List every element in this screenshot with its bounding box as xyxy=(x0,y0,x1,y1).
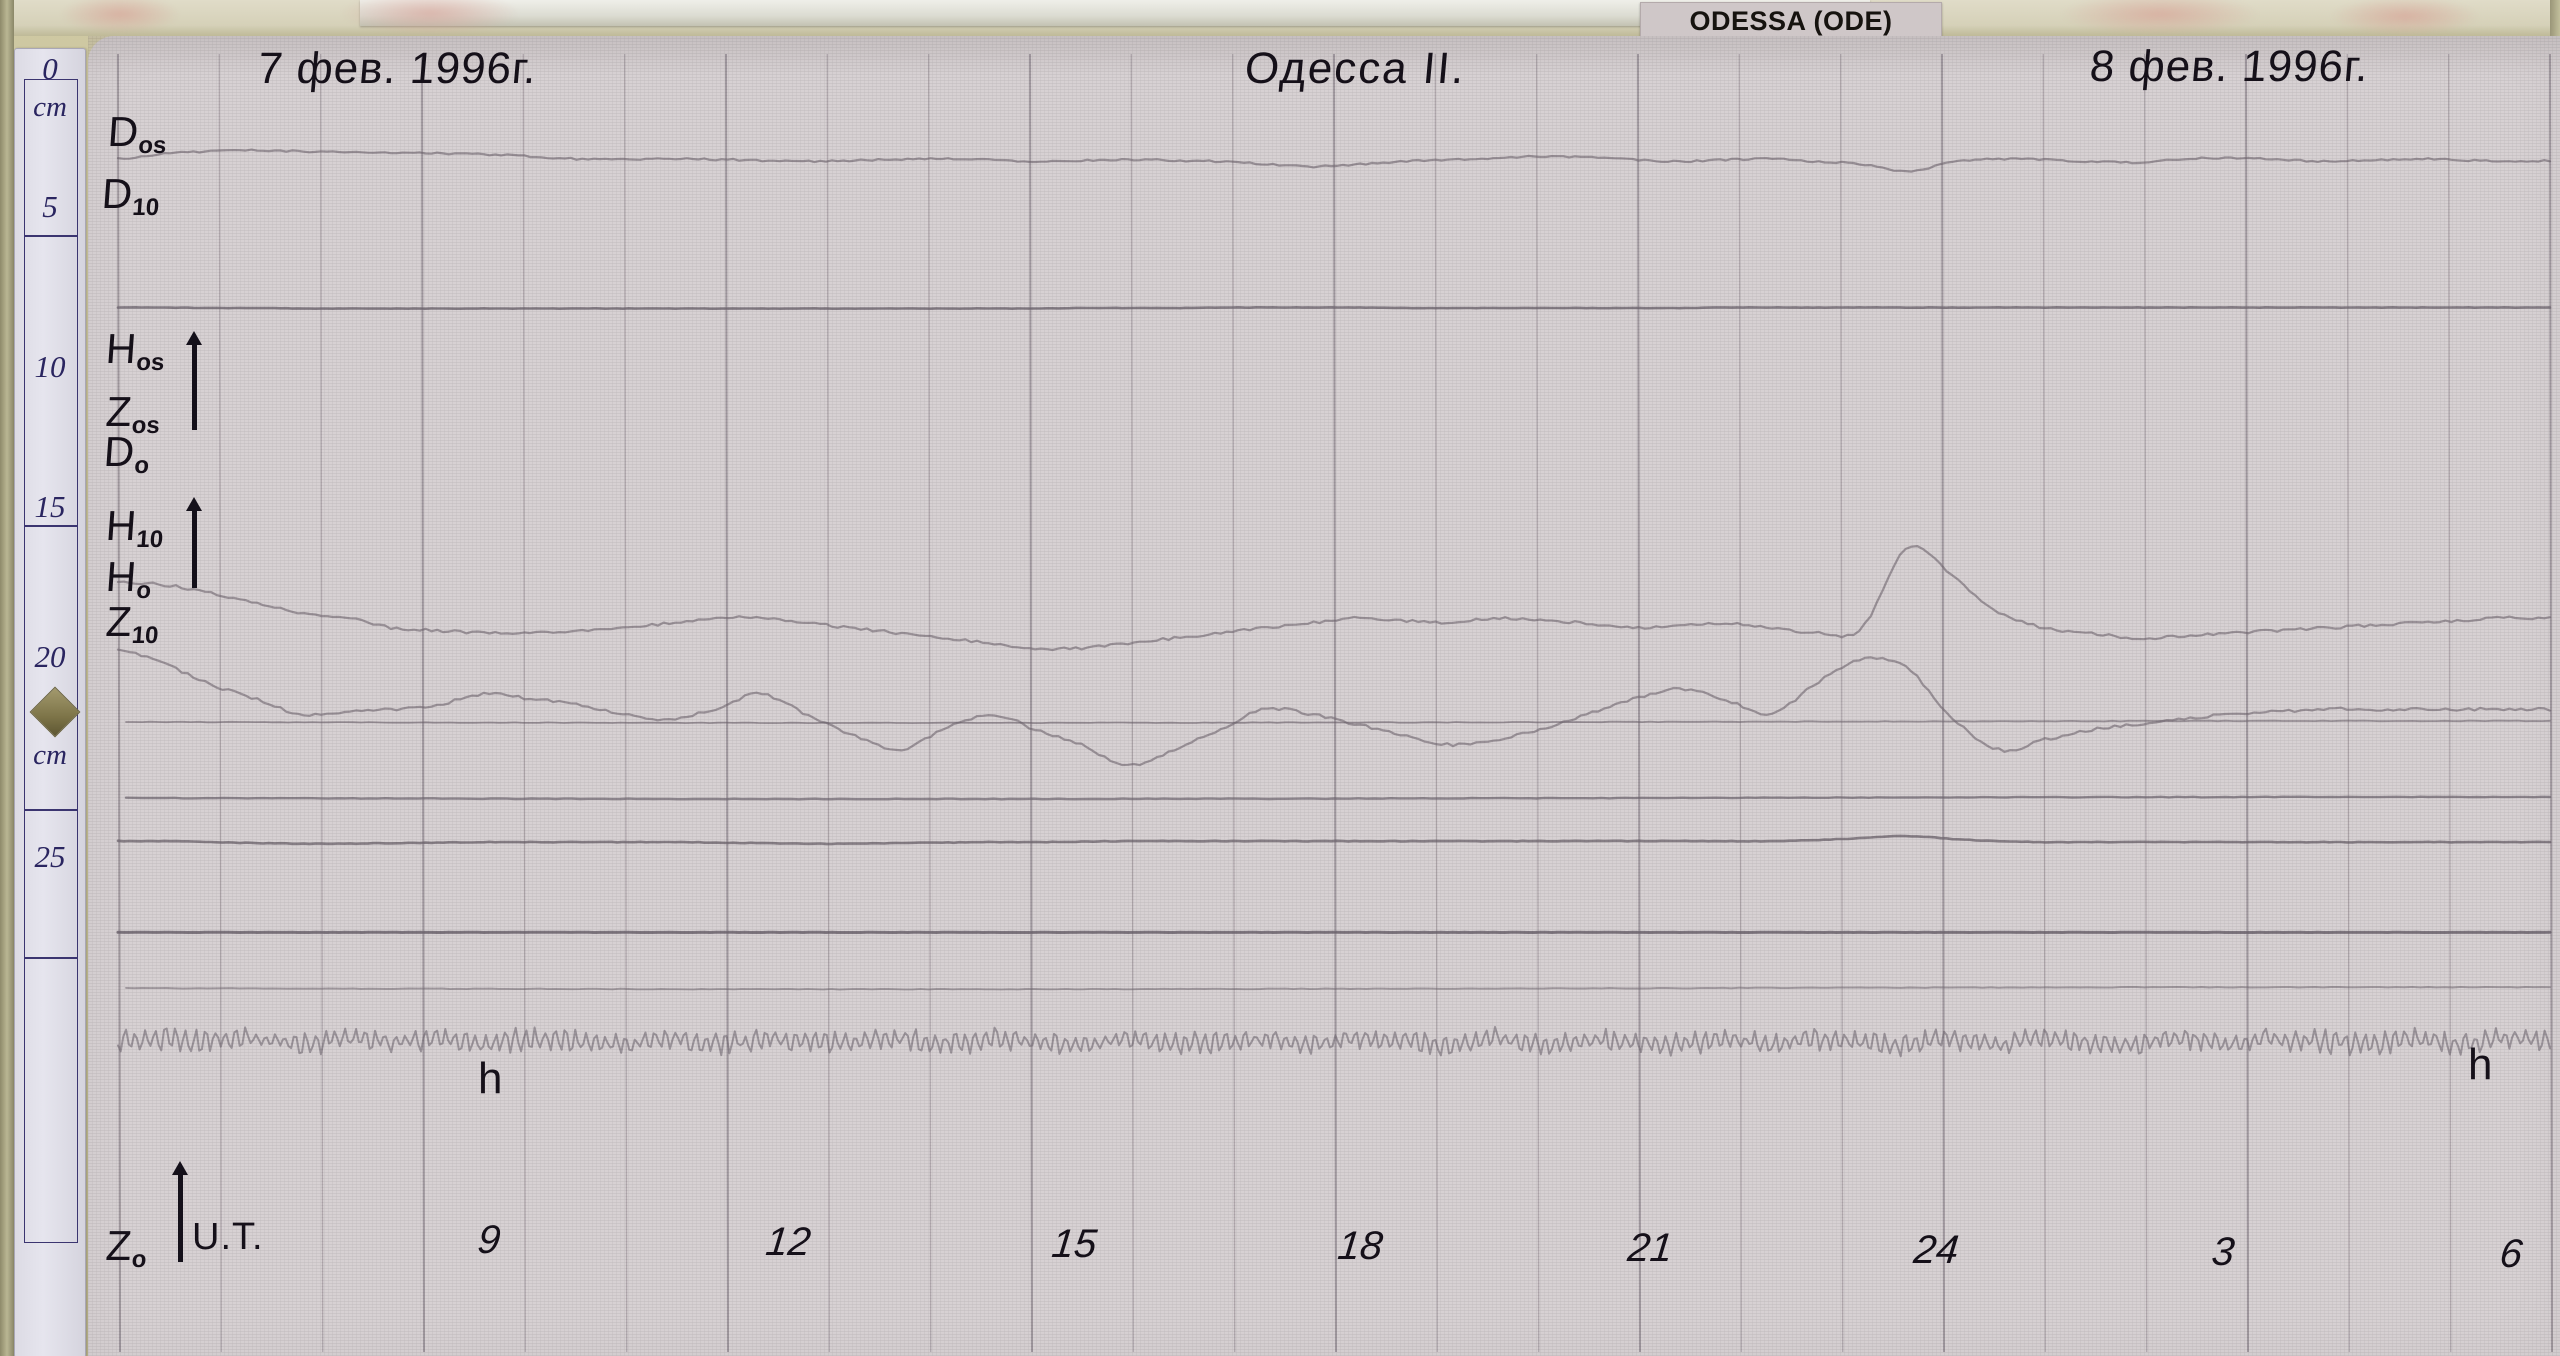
trace-d-os xyxy=(116,148,2552,173)
time-tick-18: 18 xyxy=(1335,1224,1385,1268)
ruler-tick-5: 5 xyxy=(42,189,58,224)
paint-stain xyxy=(340,0,520,36)
header-date-left: 7 фев. 1996г. xyxy=(255,44,540,93)
trace-layer xyxy=(116,148,2552,1058)
baseline-rule-2 xyxy=(125,985,2551,991)
paper-shadow xyxy=(88,36,2560,76)
time-tick-6: 6 xyxy=(2497,1232,2525,1276)
trace-label-sub: os xyxy=(135,349,166,376)
trace-label-z-o: Zo xyxy=(104,1222,148,1273)
header-title: Одесса II. xyxy=(1242,44,1468,93)
time-tick-3: 3 xyxy=(2209,1230,2237,1274)
ruler-segment xyxy=(24,525,78,811)
paper-grain xyxy=(88,36,2560,1356)
metal-rail xyxy=(360,0,1870,26)
ruler-segment xyxy=(24,809,78,959)
scale-arrow-h10 xyxy=(186,497,202,588)
frame-left-post xyxy=(0,0,14,1356)
paint-stain xyxy=(2330,0,2480,36)
trace-label-h-os: Hos xyxy=(104,325,166,376)
hour-marker-left: h xyxy=(478,1054,503,1103)
ruler-segment xyxy=(24,79,78,237)
paint-stain xyxy=(2060,0,2260,36)
ruler-tick-25: 25 xyxy=(34,839,66,874)
trace-label-base: Z xyxy=(104,598,134,645)
paint-stain xyxy=(60,0,180,34)
ruler-tick-15: 15 xyxy=(34,489,66,524)
time-axis-unit: U.T. xyxy=(192,1216,264,1258)
trace-label-base: H xyxy=(104,325,139,372)
trace-label-h-o: Ho xyxy=(104,553,152,604)
trace-label-h-10: H10 xyxy=(104,502,165,553)
ruler-segment xyxy=(24,957,78,1243)
trace-label-base: Z xyxy=(104,1222,134,1269)
trace-label-sub: 10 xyxy=(131,194,161,221)
ruler-unit-top: cm xyxy=(33,91,67,123)
trace-h-os xyxy=(116,545,2552,652)
trace-label-base: D xyxy=(100,170,135,217)
header-date-right: 8 фев. 1996г. xyxy=(2087,42,2372,91)
trace-label-sub: os xyxy=(137,132,168,159)
trace-label-sub: 10 xyxy=(130,622,160,649)
scale-arrow-h xyxy=(186,331,202,430)
time-tick-9: 9 xyxy=(475,1218,503,1262)
time-tick-21: 21 xyxy=(1625,1226,1675,1270)
ruler-unit-bottom: cm xyxy=(33,739,67,771)
chart-paper xyxy=(88,36,2560,1356)
time-tick-12: 12 xyxy=(763,1220,813,1264)
trace-label-base: H xyxy=(104,553,139,600)
time-tick-24: 24 xyxy=(1911,1228,1961,1272)
trace-label-base: H xyxy=(104,502,139,549)
trace-label-base: D xyxy=(102,428,137,475)
time-tick-15: 15 xyxy=(1049,1222,1099,1266)
ruler-segment xyxy=(24,235,78,527)
baseline-rule-0 xyxy=(125,719,2551,725)
trace-label-d-o: Do xyxy=(102,428,151,479)
trace-z-os xyxy=(116,648,2552,767)
grid-layer xyxy=(117,53,2553,1353)
hour-marker-right: h xyxy=(2468,1040,2493,1089)
trace-label-sub: o xyxy=(130,1246,148,1273)
trace-d-10 xyxy=(116,306,2552,310)
trace-label-sub: o xyxy=(133,452,151,479)
trace-label-sub: 10 xyxy=(135,526,165,553)
ruler-tick-20: 20 xyxy=(34,639,66,674)
trace-label-d-os: Dos xyxy=(106,108,168,159)
ruler-tick-10: 10 xyxy=(34,349,66,384)
cm-ruler: 0 cm 5 10 15 20 cm 25 xyxy=(14,48,86,1356)
baseline-rule-1 xyxy=(124,795,2552,801)
trace-label-base: D xyxy=(106,108,141,155)
trace-z-10 xyxy=(117,1025,2551,1058)
station-name-label: ODESSA (ODE) xyxy=(1640,2,1942,40)
trace-h-10 xyxy=(116,834,2552,846)
trace-label-z-10: Z10 xyxy=(104,598,160,649)
trace-label-d-10: D10 xyxy=(100,170,161,221)
scale-arrow-ut xyxy=(172,1161,188,1262)
ruler-tick-0: 0 xyxy=(42,51,58,86)
